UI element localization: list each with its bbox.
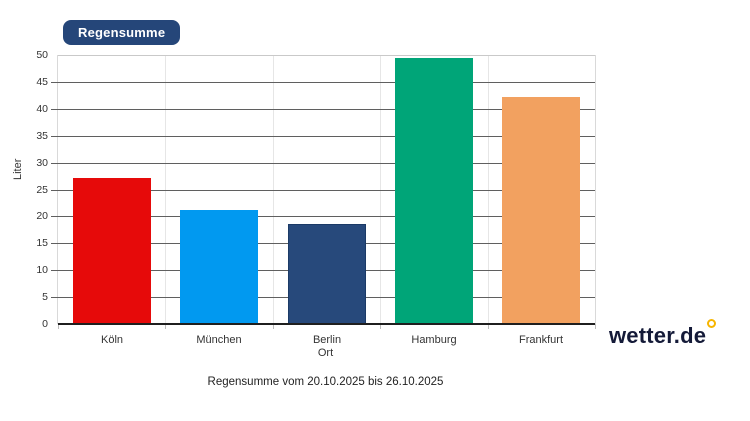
gridline-y-20 — [58, 216, 595, 217]
y-axis-title: Liter — [12, 158, 24, 180]
y-axis-label-5: 5 — [42, 291, 48, 303]
bar-hamburg[interactable] — [395, 58, 473, 324]
gridline-x-1 — [165, 55, 166, 324]
gridline-x-4 — [488, 55, 489, 324]
y-tick-40 — [51, 109, 58, 110]
chart-caption: Regensumme vom 20.10.2025 bis 26.10.2025 — [207, 376, 444, 388]
y-axis-label-20: 20 — [36, 210, 48, 222]
x-tick-5 — [595, 324, 596, 329]
gridline-x-3 — [380, 55, 381, 324]
x-tick-0 — [58, 324, 59, 329]
y-tick-25 — [51, 190, 58, 191]
x-tick-2 — [273, 324, 274, 329]
x-axis-label-frankfurt: Frankfurt — [518, 334, 563, 346]
x-axis-line — [58, 323, 595, 325]
y-tick-20 — [51, 216, 58, 217]
y-axis-label-15: 15 — [36, 237, 48, 249]
gridline-y-35 — [58, 136, 595, 137]
y-tick-35 — [51, 136, 58, 137]
gridline-y-50 — [58, 55, 595, 56]
chart-plot-area: 0 5 10 15 20 25 30 35 40 45 50 Köln München Berlin Ham… — [36, 49, 596, 346]
y-axis-label-10: 10 — [36, 264, 48, 276]
y-axis-label-0: 0 — [42, 318, 48, 330]
y-axis-label-35: 35 — [36, 130, 48, 142]
x-tick-3 — [380, 324, 381, 329]
bar-münchen[interactable] — [180, 210, 258, 324]
y-tick-45 — [51, 82, 58, 83]
y-tick-15 — [51, 243, 58, 244]
gridline-x-2 — [273, 55, 274, 324]
y-tick-5 — [51, 297, 58, 298]
x-axis-label-berlin: Berlin — [312, 334, 342, 346]
bar-frankfurt[interactable] — [502, 97, 580, 324]
y-axis-label-30: 30 — [36, 157, 48, 169]
bar-berlin[interactable] — [288, 224, 366, 324]
logo-text: wetter.de — [609, 323, 707, 348]
y-axis-label-45: 45 — [36, 76, 48, 88]
logo-ring-icon — [707, 319, 717, 328]
x-tick-1 — [165, 324, 166, 329]
gridline-y-25 — [58, 190, 595, 191]
y-axis-label-50: 50 — [36, 49, 48, 61]
x-axis-title: Ort — [317, 347, 334, 359]
gridline-y-40 — [58, 109, 595, 110]
chart-type-badge[interactable]: Regensumme — [63, 20, 181, 45]
y-tick-10 — [51, 270, 58, 271]
y-axis-label-40: 40 — [36, 103, 48, 115]
bar-köln[interactable] — [73, 178, 151, 324]
x-tick-4 — [488, 324, 489, 329]
x-axis-label-hamburg: Hamburg — [411, 334, 457, 346]
wetter-logo: wetter.de — [609, 319, 717, 349]
y-axis-label-25: 25 — [36, 184, 48, 196]
y-tick-30 — [51, 163, 58, 164]
gridline-y-30 — [58, 163, 595, 164]
x-axis-label-köln: Köln — [100, 334, 124, 346]
gridline-y-45 — [58, 82, 595, 83]
x-axis-label-münchen: München — [196, 334, 242, 346]
